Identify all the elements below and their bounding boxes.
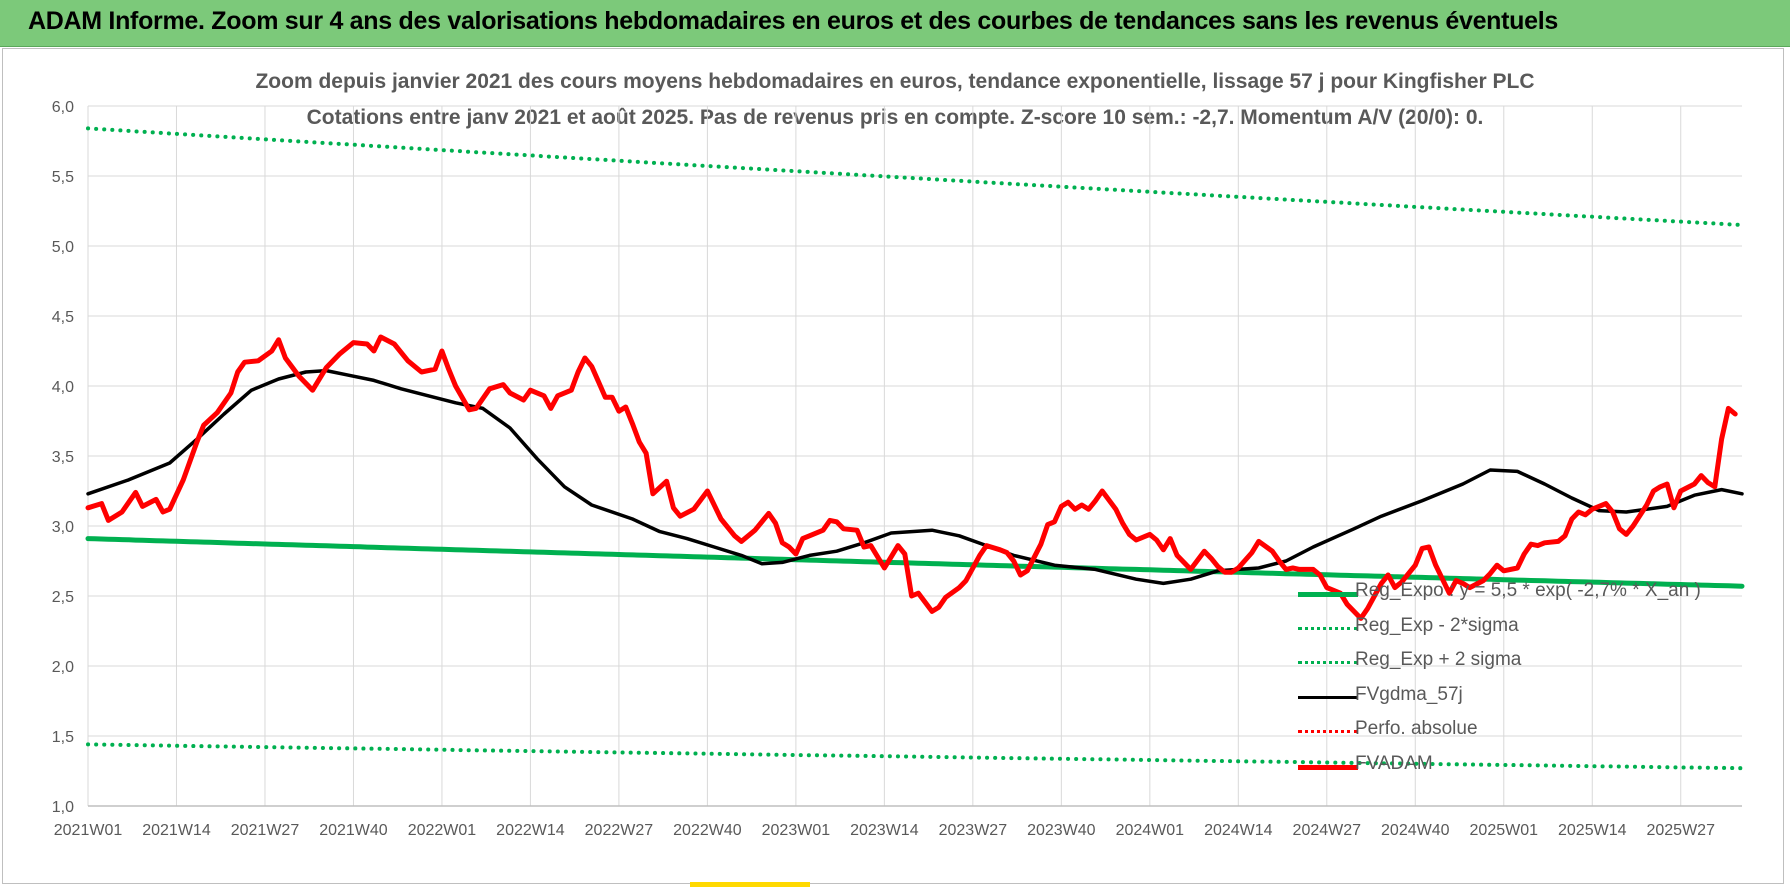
legend-item-reg-expo: Reg_Expo : y = 5,5 * exp( -2,7% * X_an ): [1298, 578, 1720, 608]
chart-frame: [2, 48, 1784, 884]
x-tick-label: 2021W01: [54, 822, 123, 839]
x-tick-label: 2021W27: [231, 822, 300, 839]
legend-item-perfo-absolue: Perfo. absolue: [1298, 716, 1720, 746]
y-tick-label: 4,0: [52, 379, 74, 396]
y-tick-label: 2,0: [52, 659, 74, 676]
legend-swatch: [1298, 592, 1358, 597]
y-tick-label: 6,0: [52, 99, 74, 116]
x-tick-label: 2024W01: [1116, 822, 1185, 839]
x-tick-label: 2022W27: [585, 822, 654, 839]
legend-swatch: [1298, 730, 1358, 733]
legend-label: FVADAM: [1355, 752, 1433, 774]
x-tick-label: 2024W40: [1381, 822, 1450, 839]
fvgdma-57j-line: [86, 368, 1744, 586]
chart-subtitle: Cotations entre janv 2021 et août 2025. …: [306, 106, 1484, 129]
legend-label: Reg_Exp - 2*sigma: [1355, 614, 1519, 636]
legend-item-fvadam: FVADAM: [1298, 751, 1720, 781]
y-tick-label: 3,0: [52, 519, 74, 536]
legend-label: Perfo. absolue: [1355, 718, 1478, 739]
x-tick-label: 2022W14: [496, 822, 565, 839]
chart-title: Zoom depuis janvier 2021 des cours moyen…: [255, 70, 1535, 93]
x-tick-label: 2023W01: [762, 822, 831, 839]
x-tick-label: 2023W40: [1027, 822, 1096, 839]
x-tick-label: 2023W27: [939, 822, 1008, 839]
legend-swatch: [1298, 661, 1358, 664]
legend-label: FVgdma_57j: [1355, 683, 1463, 705]
legend-label: Reg_Expo : y = 5,5 * exp( -2,7% * X_an ): [1355, 580, 1701, 601]
y-tick-label: 3,5: [52, 449, 74, 466]
reg-expo-line: [85, 536, 1745, 589]
legend-item-reg-exp-plus-2sigma: Reg_Exp + 2 sigma: [1298, 647, 1720, 677]
reg-exp-plus-2sigma-line: [86, 126, 1744, 227]
legend-swatch: [1298, 626, 1358, 630]
y-tick-label: 5,0: [52, 239, 74, 256]
y-tick-label: 1,0: [52, 799, 74, 816]
legend-label: Reg_Exp + 2 sigma: [1355, 649, 1522, 670]
y-tick-label: 5,5: [52, 169, 74, 186]
legend-swatch: [1298, 695, 1358, 699]
report-header: ADAM Informe. Zoom sur 4 ans des valoris…: [0, 0, 1790, 47]
x-tick-label: 2023W14: [850, 822, 919, 839]
y-tick-label: 4,5: [52, 309, 74, 326]
x-tick-label: 2024W27: [1293, 822, 1362, 839]
reg-exp-minus-2sigma-line: [86, 742, 1744, 771]
x-tick-label: 2024W14: [1204, 822, 1273, 839]
x-tick-label: 2022W01: [408, 822, 477, 839]
x-tick-label: 2025W27: [1646, 822, 1715, 839]
x-tick-label: 2025W14: [1558, 822, 1627, 839]
fvadam-line: [85, 334, 1738, 621]
y-tick-label: 1,5: [52, 729, 74, 746]
x-tick-label: 2025W01: [1470, 822, 1539, 839]
x-tick-label: 2021W14: [142, 822, 211, 839]
report-title: ADAM Informe. Zoom sur 4 ans des valoris…: [28, 7, 1558, 35]
x-tick-label: 2022W40: [673, 822, 742, 839]
legend-swatch: [1298, 764, 1358, 770]
sheet-tab-indicator: [690, 882, 810, 887]
x-tick-label: 2021W40: [319, 822, 388, 839]
legend-item-reg-exp-minus-2sigma: Reg_Exp - 2*sigma: [1298, 613, 1720, 643]
legend-item-fvgdma-57j: FVgdma_57j: [1298, 682, 1720, 712]
y-tick-label: 2,5: [52, 589, 74, 606]
